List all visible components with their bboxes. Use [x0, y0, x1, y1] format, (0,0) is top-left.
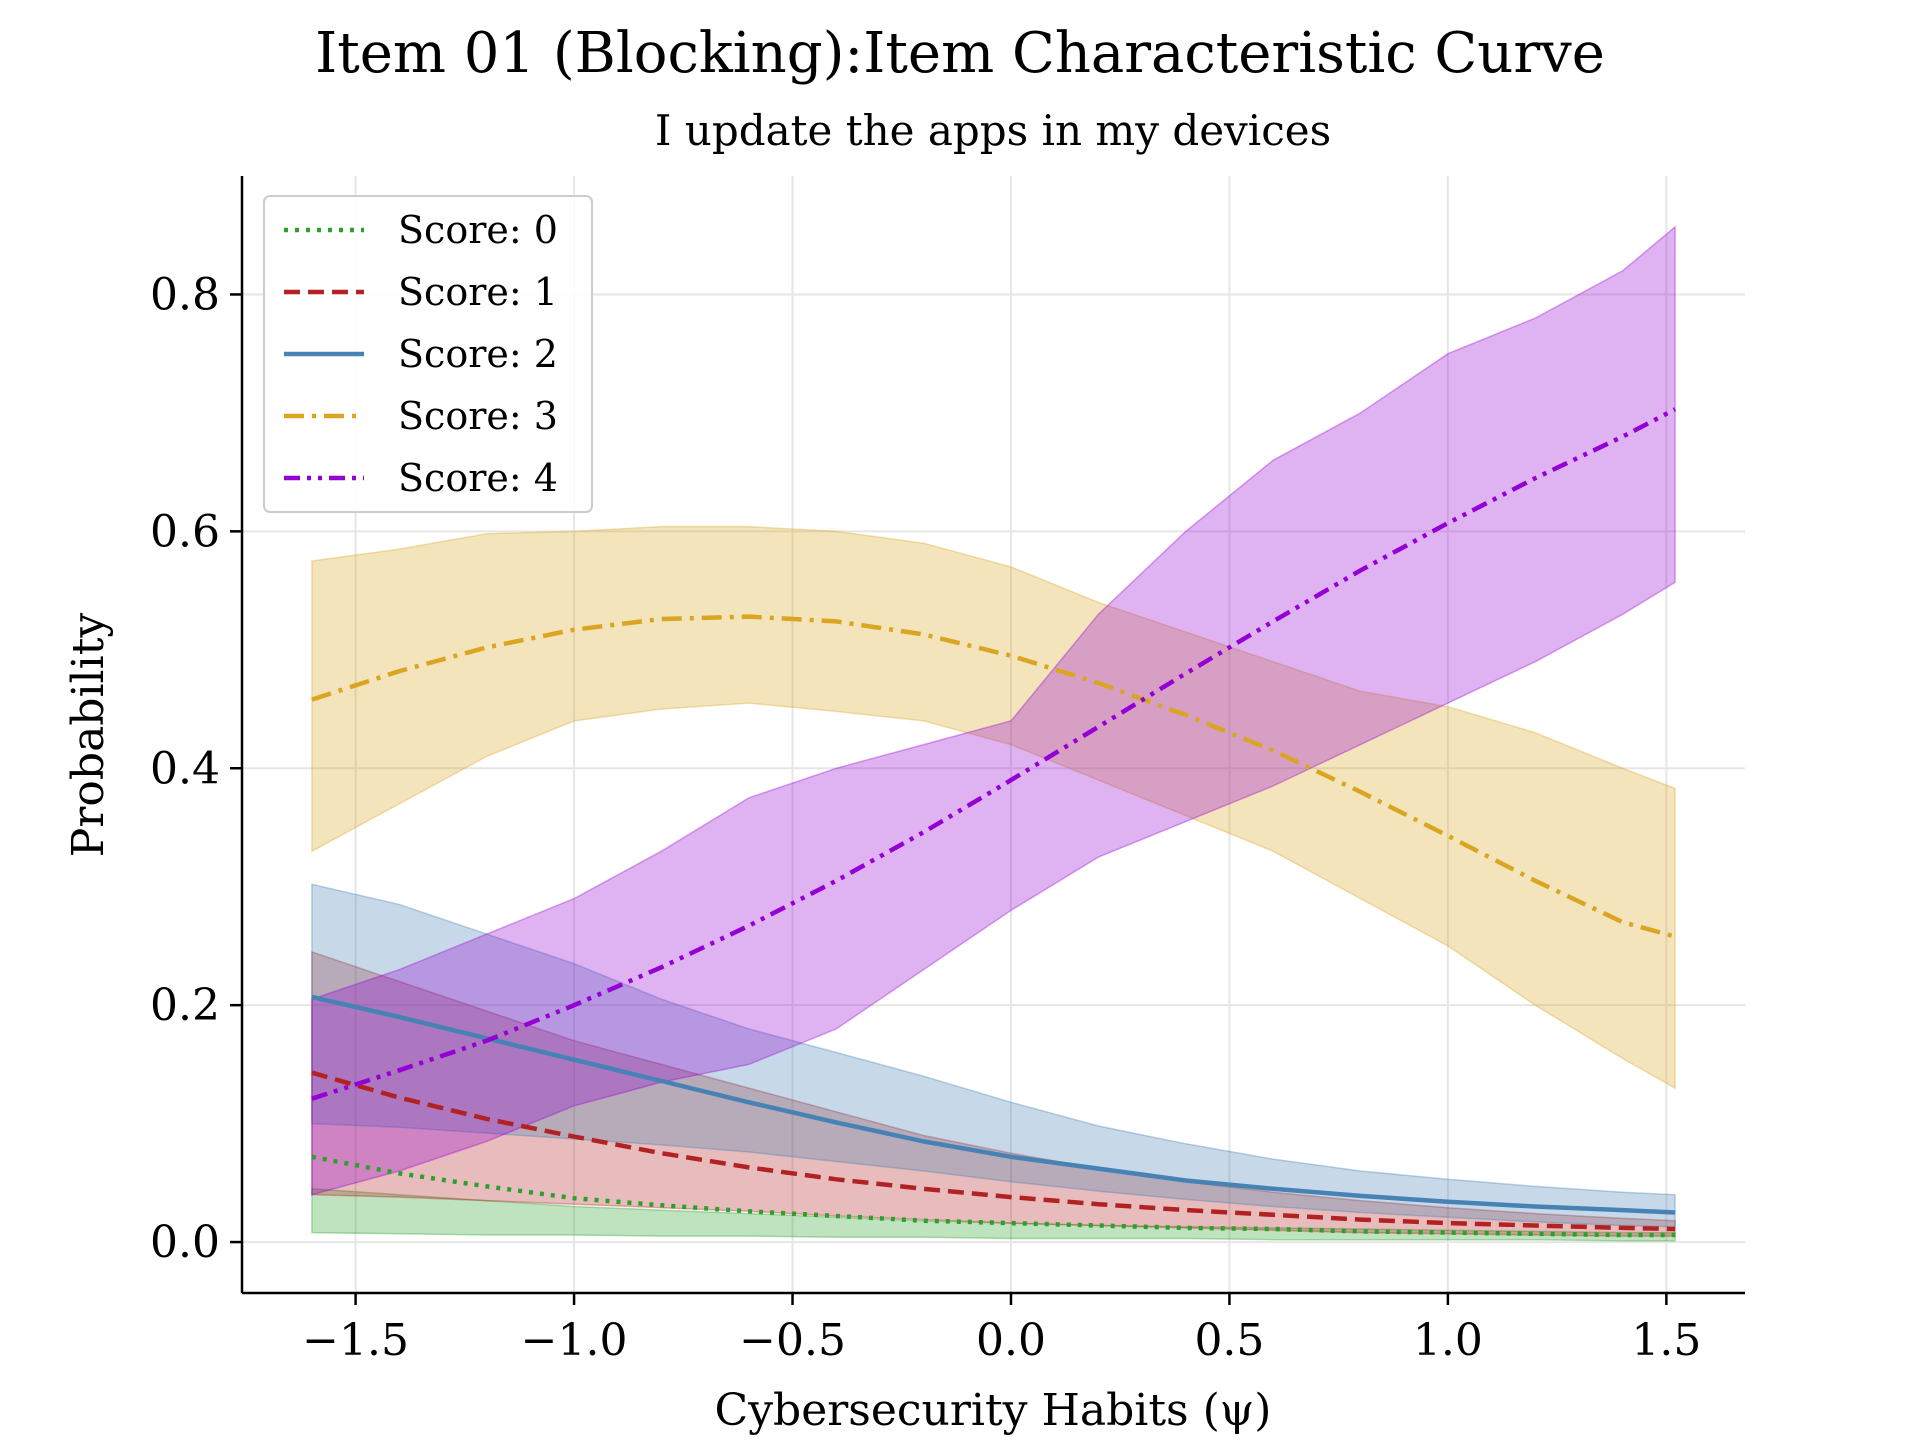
chart-title: Item 01 (Blocking):Item Characteristic C…	[315, 21, 1605, 86]
y-tick-label-1: 0.2	[150, 980, 220, 1031]
confidence-bands	[311, 225, 1676, 1242]
series-line-score-0	[311, 1154, 1676, 1238]
y-axis-label: Probability	[63, 613, 114, 858]
x-tick-label-2: −0.5	[739, 1315, 846, 1366]
legend-label-score-2: Score: 2	[398, 332, 558, 376]
y-ticks: 0.0 0.2 0.4 0.6 0.8	[150, 269, 242, 1268]
legend: Score: 0 Score: 1 Score: 2 Score: 3 Score: 4	[263, 195, 593, 513]
confidence-band-score-2	[311, 883, 1676, 1228]
axes	[240, 176, 1745, 1295]
y-tick-label-0: 0.0	[150, 1217, 220, 1268]
x-tick-label-0: −1.5	[302, 1315, 409, 1366]
series-line-score-3	[311, 614, 1676, 939]
legend-label-score-1: Score: 1	[398, 270, 558, 314]
y-tick-label-2: 0.4	[150, 743, 220, 794]
confidence-band-score-4	[311, 225, 1676, 1196]
x-tick-label-6: 1.5	[1631, 1315, 1701, 1366]
legend-label-score-0: Score: 0	[398, 208, 558, 252]
x-tick-label-3: 0.0	[976, 1315, 1046, 1366]
chart-subtitle: I update the apps in my devices	[655, 106, 1331, 155]
legend-box	[263, 195, 593, 513]
legend-label-score-4: Score: 4	[398, 456, 558, 500]
series-line-score-4	[311, 407, 1677, 1101]
x-axis-label: Cybersecurity Habits (ψ)	[715, 1385, 1272, 1436]
legend-label-score-3: Score: 3	[398, 394, 558, 438]
y-tick-label-3: 0.6	[150, 506, 220, 557]
confidence-band-score-3	[311, 525, 1676, 1090]
x-tick-label-4: 0.5	[1194, 1315, 1264, 1366]
series-lines	[311, 407, 1677, 1238]
series-line-score-1	[311, 1070, 1676, 1232]
x-ticks: −1.5 −1.0 −0.5 0.0 0.5 1.0 1.5	[302, 1293, 1701, 1366]
x-tick-label-5: 1.0	[1413, 1315, 1483, 1366]
series-line-score-2	[311, 994, 1676, 1215]
confidence-band-score-0	[311, 1187, 1676, 1242]
x-tick-label-1: −1.0	[521, 1315, 628, 1366]
y-tick-label-4: 0.8	[150, 269, 220, 320]
